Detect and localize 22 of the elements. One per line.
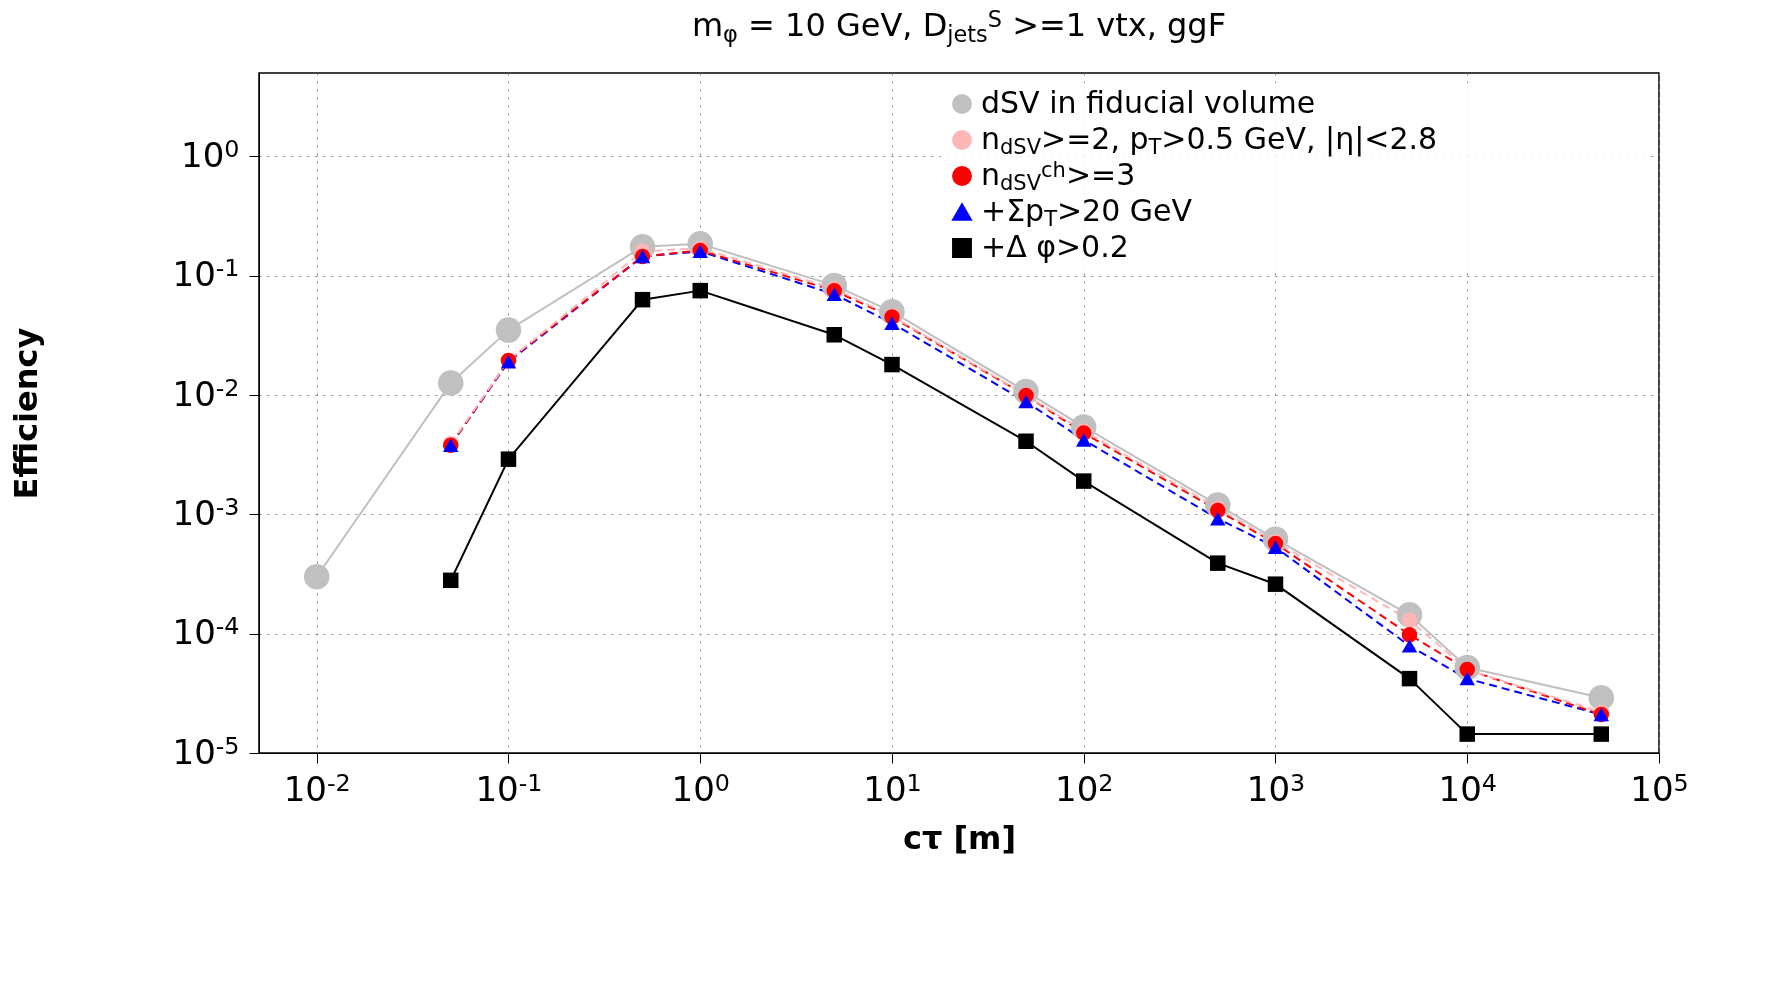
x-tick-label: 10$^{-2}$ [283,768,351,809]
x-tick-label: 10$^{4}$ [1438,768,1497,809]
x-tick-label: 10$^{0}$ [671,768,730,809]
chart-title: m$_{φ}$ = 10 GeV, D$_{jets}$$^{S}$ >=1 vtx, ggF [691,6,1227,47]
x-axis-title: cτ [m] [902,818,1017,857]
x-tick-label: 10$^{2}$ [1055,768,1114,809]
x-tick-label: 10$^{3}$ [1246,768,1306,809]
x-tick-label: 10$^{5}$ [1630,768,1689,809]
y-tick-label: 10$^{-5}$ [172,731,240,772]
y-tick-label: 10$^{-2}$ [172,373,240,414]
legend-label: n$_{dSV}$>=2, p$_{T}$>0.5 GeV, |η|<2.8 [981,121,1438,160]
y-axis-title: Efficiency [6,327,45,500]
y-tick-label: 10$^{-1}$ [172,254,240,295]
y-tick-label: 10$^{-3}$ [172,492,240,533]
x-tick-label: 10$^{1}$ [863,768,922,809]
y-tick-label: 10$^{0}$ [181,134,240,175]
y-tick-label: 10$^{-4}$ [172,612,240,653]
legend-label: +Σp$_{T}$>20 GeV [981,193,1193,232]
legend-label: n$_{dSV}$$^{ch}$>=3 [981,157,1136,196]
legend-label: dSV in fiducial volume [981,85,1316,120]
x-tick-label: 10$^{-1}$ [475,768,543,809]
legend-label: +Δ φ>0.2 [981,229,1129,264]
